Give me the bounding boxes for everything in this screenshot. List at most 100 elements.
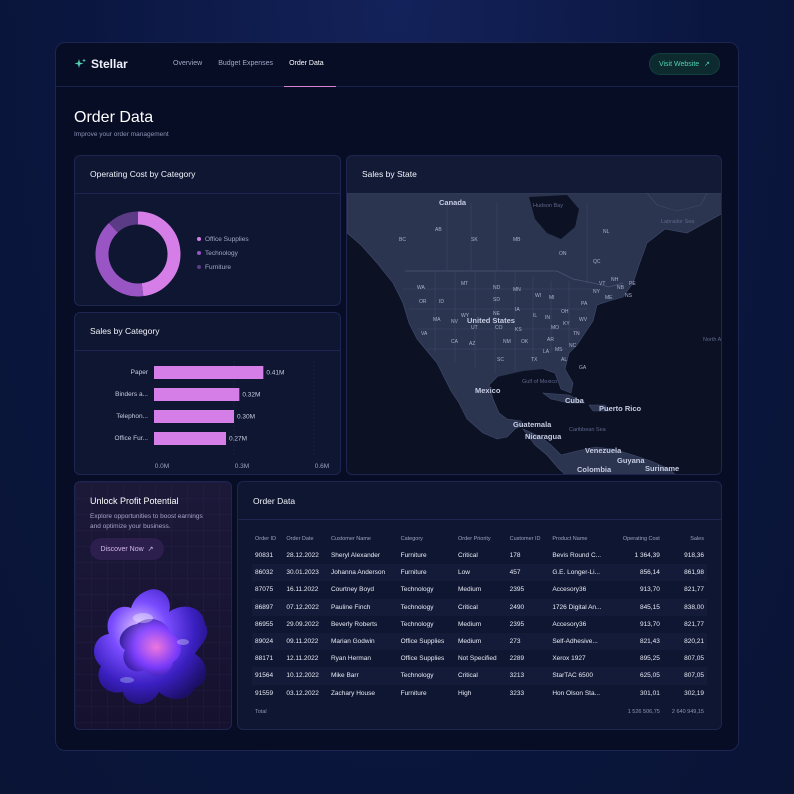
top-bar: Stellar Overview Budget Expenses Order Dat…	[56, 43, 738, 87]
total-cell: Total	[255, 708, 267, 715]
legend-item: Technology	[197, 246, 249, 260]
bar[interactable]	[154, 432, 226, 445]
column-header[interactable]: Order ID	[255, 535, 277, 542]
table-cell: Low	[454, 564, 507, 582]
table-cell: Furniture	[397, 564, 455, 582]
table-cell: 09.11.2022	[283, 632, 328, 651]
profit-text: Explore opportunities to boost earnings …	[90, 513, 203, 530]
bar[interactable]	[154, 410, 234, 423]
table-row[interactable]: 86955 29.09.2022 Beverly Roberts Technology…	[252, 615, 707, 633]
legend-dot	[197, 251, 201, 255]
map-border	[405, 270, 624, 288]
map-region-label: ON	[559, 251, 567, 257]
map-region-label: LA	[543, 349, 550, 355]
table-row[interactable]: 87075 16.11.2022 Courtney Boyd Technology Me…	[252, 581, 707, 599]
map-region-label: CA	[451, 339, 459, 345]
total-cell	[549, 702, 613, 722]
map-country-label: Nicaragua	[525, 432, 562, 441]
donut-slice-technology[interactable]	[95, 223, 144, 297]
discover-now-button[interactable]: Discover Now ↗	[90, 538, 164, 560]
sales-by-category-title: Sales by Category	[90, 326, 160, 336]
table-row[interactable]: 91559 03.12.2022 Zachary House Furniture Hig…	[252, 684, 707, 702]
table-row[interactable]: 90831 28.12.2022 Sheryl Alexander Furniture…	[252, 547, 707, 565]
map-region-label: VA	[421, 331, 428, 337]
map-region-label: MN	[513, 287, 521, 293]
map-region-label: CO	[495, 325, 503, 331]
table-cell: 07.12.2022	[283, 598, 328, 616]
nav-item-overview[interactable]: Overview	[173, 60, 203, 67]
map-region-label: QC	[593, 259, 601, 265]
column-header[interactable]: Order Priority	[457, 535, 491, 542]
bar[interactable]	[154, 388, 240, 401]
map-country-label: Venezuela	[585, 446, 622, 455]
map-region-label: MO	[551, 325, 559, 331]
total-cell: 1 526 506,75	[627, 708, 660, 715]
order-data-card: Order Data Order ID Order Date Customer Na…	[237, 481, 722, 730]
table-row[interactable]: 89024 09.11.2022 Marian Godwin Office Suppl…	[252, 632, 707, 651]
table-row[interactable]: 86897 07.12.2022 Pauline Finch Technology Cr…	[252, 598, 707, 616]
map-region-label: MT	[461, 281, 468, 287]
external-arrow-icon: ↗	[147, 546, 154, 553]
table-row[interactable]: 91564 10.12.2022 Mike Barr Technology Critic…	[252, 667, 707, 685]
map-region-label: MB	[513, 237, 521, 243]
column-header[interactable]: Sales	[690, 535, 704, 542]
map-region-label: AB	[435, 227, 442, 233]
total-cell	[328, 702, 398, 722]
column-header[interactable]: Order Date	[286, 535, 314, 542]
map-region-label: SK	[471, 237, 478, 243]
map-region-label: KY	[563, 321, 570, 327]
map-region-label: NB	[617, 285, 625, 291]
map-region-label: NH	[611, 277, 619, 283]
total-cell	[398, 702, 455, 722]
map-region-label: MA	[433, 317, 441, 323]
column-header[interactable]: Operating Cost	[622, 535, 660, 542]
sales-by-state-map[interactable]: Canada United States Mexico Cuba Puerto Rico…	[347, 193, 722, 475]
table-cell: 301,01	[613, 684, 663, 702]
profit-card: Unlock Profit Potential Explore opportun…	[74, 481, 232, 730]
app-name: Stellar	[91, 57, 128, 71]
map-region-label: NY	[593, 289, 601, 295]
sales-by-category-bar-chart: Paper 0.41M Binders a... 0.32M Telephon... 0.…	[115, 361, 329, 470]
map-country-label: Colombia	[577, 465, 612, 474]
column-header[interactable]: Customer ID	[509, 535, 541, 542]
nav-item-order-data[interactable]: Order Data	[281, 43, 336, 87]
table-cell: Critical	[454, 667, 507, 685]
external-arrow-icon: ↗	[704, 61, 711, 68]
nav-item-budget-expenses[interactable]: Budget Expenses	[218, 60, 274, 67]
bar-category-label: Paper	[131, 369, 149, 376]
bar[interactable]	[154, 366, 264, 379]
operating-cost-donut-chart	[95, 211, 181, 297]
table-cell: Accesory36	[549, 615, 614, 633]
donut-slice-office-supplies[interactable]	[137, 211, 181, 297]
discover-now-label: Discover Now	[100, 545, 144, 553]
map-region-label: MS	[555, 347, 563, 353]
column-header[interactable]: Product Name	[552, 535, 588, 542]
map-water-label: Caribbean Sea	[569, 427, 607, 433]
map-country-label: Guatemala	[513, 420, 552, 429]
bar-category-label: Office Fur...	[115, 435, 149, 442]
map-region-label: FL	[347, 193, 353, 195]
table-cell: Medium	[454, 581, 507, 599]
bar-value-label: 0.32M	[242, 392, 260, 399]
map-south-america	[522, 428, 676, 474]
map-labels: Canada United States Mexico Cuba Puerto Rico…	[347, 193, 721, 474]
table-cell: 89024	[252, 632, 284, 651]
visit-website-button[interactable]: Visit Website ↗	[649, 53, 720, 75]
table-cell: 302,19	[662, 684, 707, 702]
donut-slice-furniture[interactable]	[108, 211, 139, 233]
table-cell: 856,14	[613, 564, 663, 582]
logo[interactable]: Stellar	[74, 57, 128, 71]
table-row[interactable]: 86032 30.01.2023 Johanna Anderson Furniture…	[252, 564, 707, 582]
column-header[interactable]: Category	[400, 535, 423, 542]
table-cell: 895,25	[613, 650, 663, 668]
table-row[interactable]: 88171 12.11.2022 Ryan Herman Office Supplie…	[252, 650, 707, 668]
table-cell: Medium	[454, 632, 507, 651]
map-country-label: United States	[467, 316, 515, 325]
table-cell: 03.12.2022	[283, 684, 328, 702]
map-country-label: Canada	[439, 198, 467, 207]
column-header[interactable]: Customer Name	[330, 535, 371, 542]
table-cell: 86032	[252, 564, 284, 582]
map-region-label: WY	[461, 313, 470, 319]
table-cell: Zachary House	[327, 684, 398, 702]
table-cell: Xerox 1927	[549, 650, 614, 668]
